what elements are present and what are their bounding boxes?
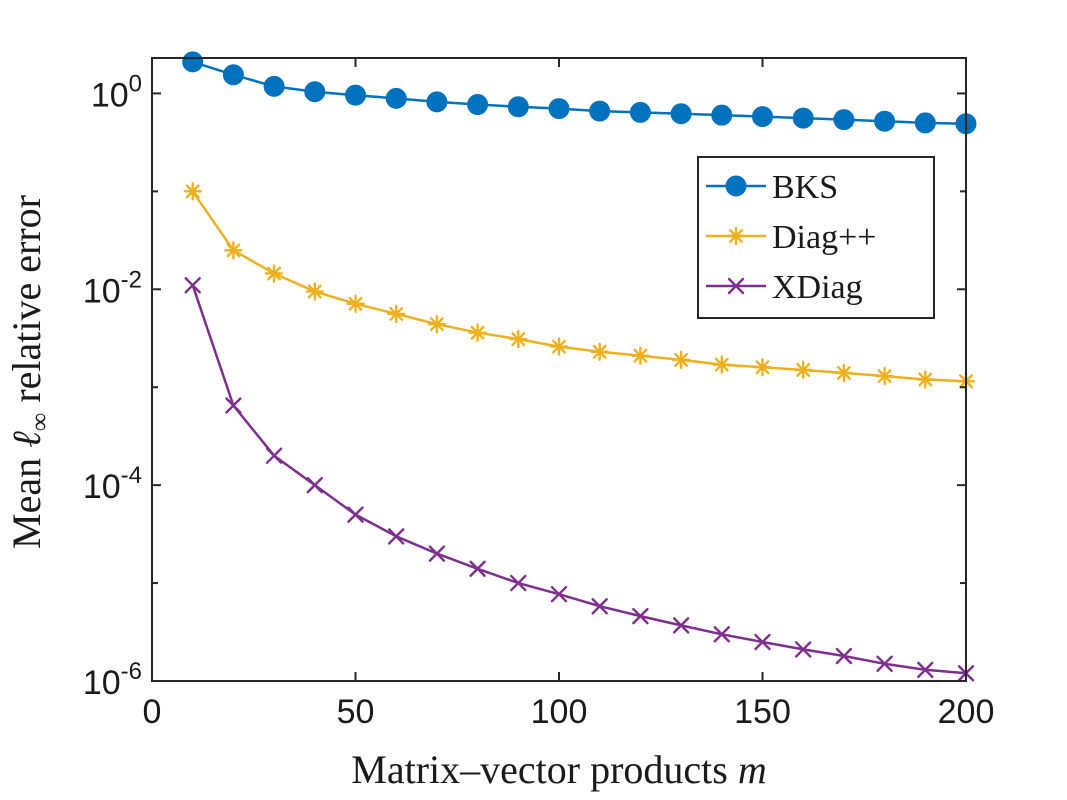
data-point-xdiag <box>550 585 568 603</box>
data-point-diag <box>346 294 365 314</box>
data-point-xdiag <box>754 633 771 651</box>
data-point-bks <box>467 94 489 116</box>
legend-marker-diag <box>726 226 746 246</box>
x-axis-title-text: Matrix–vector products <box>351 747 728 792</box>
data-point-diag <box>753 358 772 377</box>
data-point-diag <box>712 355 731 374</box>
y-tick-label: 10-4 <box>83 462 142 506</box>
y-tick-label: 100 <box>91 70 142 114</box>
data-point-bks <box>629 101 651 123</box>
legend-marker-bks <box>725 175 747 197</box>
data-point-diag <box>509 329 528 349</box>
data-point-xdiag <box>672 617 690 634</box>
data-point-xdiag <box>469 560 486 577</box>
data-point-diag <box>224 241 243 260</box>
data-point-bks <box>182 51 204 73</box>
x-tick-label: 0 <box>143 693 162 731</box>
data-point-bks <box>752 106 773 128</box>
series-line-xdiag <box>191 284 967 675</box>
y-axis-title: Mean ℓ∞ relative error <box>4 195 57 549</box>
legend-label-diag: Diag++ <box>772 219 876 256</box>
data-point-bks <box>874 110 896 132</box>
y-tick-label: 10-6 <box>83 658 142 702</box>
data-point-bks <box>548 98 570 120</box>
x-axis-title: Matrix–vector products m <box>351 747 766 792</box>
y-axis-title-subscript: ∞ <box>25 413 54 432</box>
x-tick-label: 200 <box>938 693 995 731</box>
data-point-diag <box>590 342 609 361</box>
data-point-diag <box>305 282 324 301</box>
data-point-bks <box>507 96 529 118</box>
data-point-bks <box>914 112 936 134</box>
data-point-bks <box>589 100 611 122</box>
data-point-diag <box>183 182 202 201</box>
data-point-xdiag <box>225 397 242 414</box>
x-tick-label: 150 <box>734 693 791 731</box>
legend-marker-xdiag <box>727 277 745 295</box>
legend: BKS Diag++ XDiag <box>697 156 935 319</box>
data-point-bks <box>345 84 366 106</box>
data-point-diag <box>468 323 487 342</box>
y-tick-label: 10-2 <box>83 266 142 310</box>
data-point-bks <box>833 109 855 131</box>
y-axis-title-post: relative error <box>4 195 49 403</box>
tick-layer: 0 50 100 150 200 100 10-2 10-4 10-6 <box>83 58 995 731</box>
legend-label-bks: BKS <box>772 169 838 206</box>
y-axis-title-symbol: ℓ <box>4 431 49 448</box>
x-axis-title-variable: m <box>738 747 767 792</box>
data-point-diag <box>794 360 813 380</box>
data-point-diag <box>387 304 406 324</box>
data-point-diag <box>264 264 284 283</box>
data-point-xdiag <box>835 647 853 665</box>
data-point-xdiag <box>265 447 283 464</box>
data-point-xdiag <box>428 545 446 562</box>
data-point-diag <box>631 346 650 365</box>
data-point-xdiag <box>591 598 608 615</box>
data-point-xdiag <box>347 506 364 523</box>
series-layer <box>182 51 977 682</box>
data-point-bks <box>711 104 733 126</box>
data-point-bks <box>426 91 448 113</box>
data-point-xdiag <box>632 607 649 625</box>
data-point-xdiag <box>795 641 812 658</box>
data-point-bks <box>670 103 692 125</box>
data-point-bks <box>304 81 326 103</box>
data-point-diag <box>916 370 935 389</box>
data-point-diag <box>549 337 569 356</box>
data-point-xdiag <box>713 626 730 643</box>
data-point-xdiag <box>388 528 405 545</box>
x-tick-label: 100 <box>531 693 588 731</box>
data-point-diag <box>875 366 894 386</box>
data-point-diag <box>834 363 854 383</box>
data-point-bks <box>385 87 407 109</box>
data-point-diag <box>671 350 691 370</box>
data-point-bks <box>792 107 814 129</box>
y-axis-title-pre: Mean <box>4 458 49 549</box>
data-point-xdiag <box>876 655 893 672</box>
legend-label-xdiag: XDiag <box>772 269 863 306</box>
data-point-xdiag <box>510 574 527 592</box>
data-point-bks <box>222 64 244 86</box>
data-point-xdiag <box>184 277 201 294</box>
data-point-diag <box>427 314 447 334</box>
data-point-bks <box>263 75 285 97</box>
x-tick-label: 50 <box>337 693 375 731</box>
data-point-xdiag <box>306 476 323 494</box>
data-point-xdiag <box>917 661 934 679</box>
